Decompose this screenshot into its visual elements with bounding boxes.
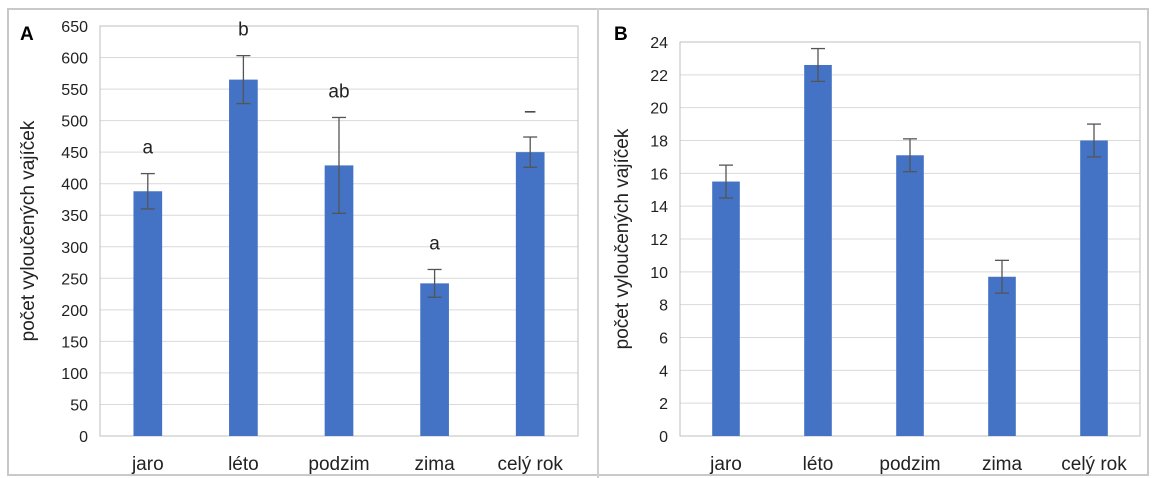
significance-label: ab (328, 81, 349, 102)
y-tick-label: 100 (61, 366, 88, 383)
bar (896, 155, 924, 436)
y-tick-label: 24 (650, 35, 668, 52)
y-tick-label: 6 (659, 331, 668, 348)
y-tick-label: 2 (659, 396, 668, 413)
x-tick-label: léto (803, 454, 834, 475)
y-tick-label: 16 (650, 166, 668, 183)
y-tick-label: 550 (61, 82, 88, 99)
y-tick-label: 500 (61, 114, 88, 131)
bar (420, 283, 449, 436)
y-tick-label: 350 (61, 208, 88, 225)
bar (804, 64, 832, 436)
panel-letter: B (614, 24, 628, 45)
significance-label: a (143, 138, 154, 159)
x-tick-label: celý rok (497, 454, 563, 475)
x-tick-label: podzim (308, 454, 369, 475)
y-axis-label: počet vyloučených vajíček (18, 120, 39, 341)
bar (712, 181, 740, 436)
y-tick-label: 250 (61, 271, 88, 288)
panel-divider (597, 8, 599, 478)
y-tick-label: 10 (650, 265, 668, 282)
y-axis-label: počet vyloučených vajíček (612, 128, 633, 349)
y-tick-label: 8 (659, 298, 668, 315)
significance-label: – (525, 101, 536, 122)
bar (515, 152, 545, 436)
significance-label: b (238, 20, 249, 41)
x-tick-label: léto (228, 454, 259, 475)
bar (988, 276, 1016, 436)
y-tick-label: 20 (650, 101, 668, 118)
bar (1080, 140, 1108, 436)
y-tick-label: 200 (61, 303, 88, 320)
y-tick-label: 150 (61, 334, 88, 351)
chart-panel-a: 0 50 100 150 200 250 300 350 400 450 500 550 600 650 a… (18, 19, 579, 475)
significance-label: a (429, 233, 440, 254)
x-tick-label: zima (415, 454, 456, 475)
bar (229, 79, 258, 436)
y-tick-label: 50 (70, 397, 88, 414)
y-tick-label: 400 (61, 177, 88, 194)
figure-frame (7, 8, 1149, 476)
panel-letter: A (20, 24, 34, 45)
x-tick-label: podzim (879, 454, 940, 475)
y-tick-label: 14 (650, 199, 668, 216)
y-tick-label: 12 (650, 232, 668, 249)
x-tick-label: jaro (709, 454, 742, 475)
y-tick-label: 650 (61, 19, 88, 36)
y-tick-label: 4 (659, 363, 668, 380)
bar (133, 191, 163, 436)
y-tick-label: 0 (659, 429, 668, 446)
x-tick-label: jaro (131, 454, 164, 475)
y-tick-label: 18 (650, 134, 668, 151)
y-tick-label: 22 (650, 68, 668, 85)
x-tick-label: celý rok (1061, 454, 1127, 475)
x-tick-label: zima (982, 454, 1023, 475)
y-tick-label: 300 (61, 240, 88, 257)
y-tick-label: 0 (79, 429, 88, 446)
y-tick-label: 450 (61, 145, 88, 162)
y-tick-label: 600 (61, 51, 88, 68)
